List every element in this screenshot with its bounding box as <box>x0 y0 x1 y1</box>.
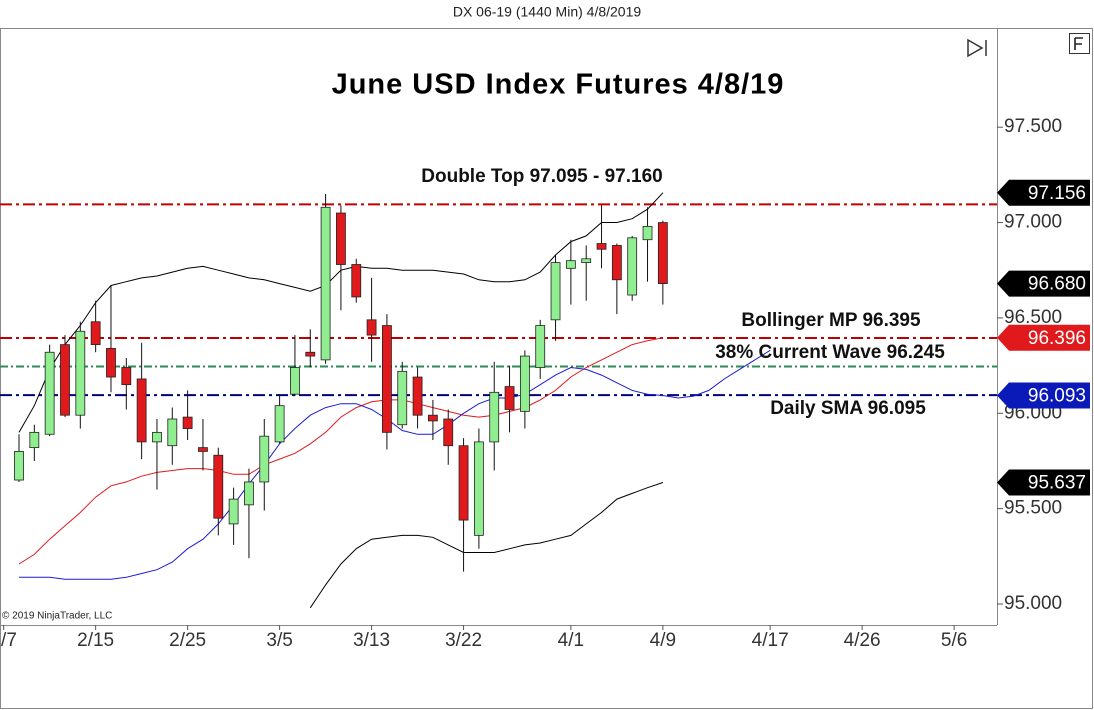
annotation: Double Top 97.095 - 97.160 <box>421 166 662 187</box>
price-marker-label: 96.093 <box>1028 386 1086 407</box>
candle-body <box>336 212 346 265</box>
candle-body <box>259 435 270 483</box>
candle-body <box>274 405 285 443</box>
price-marker: 96.093 <box>997 382 1090 409</box>
copyright: © 2019 NinjaTrader, LLC <box>2 611 112 622</box>
x-tick-label: 4/9 <box>650 630 676 651</box>
candle-body <box>29 431 40 449</box>
axes: 95.00095.50096.00096.50097.00097.5002/72… <box>0 116 1090 651</box>
price-marker: 96.680 <box>997 270 1090 297</box>
candle-body <box>397 370 408 426</box>
candle-body <box>535 325 546 368</box>
candle-body <box>519 355 530 412</box>
candle-body <box>473 441 484 536</box>
candle-body <box>382 325 392 433</box>
candle-body <box>489 391 500 443</box>
candle-body <box>60 344 70 416</box>
candle-body <box>106 348 116 378</box>
price-marker-label: 97.156 <box>1028 183 1086 204</box>
annotation: Bollinger MP 96.395 <box>741 310 921 331</box>
price-marker-box <box>997 324 1090 351</box>
candle-body <box>305 351 316 357</box>
x-tick-label: 3/13 <box>353 630 390 651</box>
price-marker: 97.156 <box>997 179 1090 206</box>
candle-body <box>152 431 162 443</box>
x-tick-label: 2/15 <box>77 630 114 651</box>
price-marker: 95.637 <box>997 469 1090 496</box>
header: DX 06-19 (1440 Min) 4/8/2019 <box>453 4 642 20</box>
price-marker-label: 95.637 <box>1028 473 1086 494</box>
candle-body <box>167 418 178 447</box>
candle-body <box>596 243 607 250</box>
candle-body <box>90 321 101 346</box>
candle-body <box>244 481 254 506</box>
candle-body <box>657 222 668 284</box>
price-marker-label: 96.680 <box>1028 274 1086 295</box>
x-tick-label: 4/17 <box>752 630 789 651</box>
y-tick-label: 95.500 <box>1004 498 1062 519</box>
candle-body <box>443 418 454 447</box>
x-tick-label: 4/1 <box>558 630 584 651</box>
annotation: 38% Current Wave 96.245 <box>715 342 945 363</box>
plot <box>0 192 997 609</box>
candle-body <box>121 367 132 386</box>
price-marker-box <box>997 179 1090 206</box>
candle-body <box>75 330 86 416</box>
chart-title: June USD Index Futures 4/8/19 <box>332 69 785 101</box>
y-tick-label: 97.000 <box>1004 212 1062 233</box>
x-tick-label: 5/6 <box>941 630 967 651</box>
candle-body <box>366 319 377 336</box>
candle-body <box>412 376 423 416</box>
price-marker-box <box>997 469 1090 496</box>
y-tick-label: 95.000 <box>1004 593 1062 614</box>
candle-body <box>136 378 147 443</box>
annotation: Daily SMA 96.095 <box>770 398 926 419</box>
x-tick-label: 3/22 <box>445 630 482 651</box>
x-tick-label: 2/25 <box>169 630 206 651</box>
play-icon <box>967 38 987 58</box>
x-tick-label: 3/5 <box>266 630 292 651</box>
y-tick-label: 96.500 <box>1004 307 1062 328</box>
price-marker-label: 96.396 <box>1028 328 1086 349</box>
frame <box>0 28 1093 709</box>
price-marker: 96.396 <box>997 324 1090 351</box>
candle-body <box>182 416 193 429</box>
candle-body <box>290 367 300 395</box>
candle-body <box>550 262 561 321</box>
candle-body <box>504 386 515 410</box>
x-tick-label: 4/26 <box>844 630 881 651</box>
indicator-line <box>18 337 663 565</box>
candle-body <box>320 206 331 361</box>
candle-body <box>581 258 592 264</box>
candle-body <box>14 451 24 481</box>
candle-body <box>44 351 55 435</box>
price-marker-box <box>997 270 1090 297</box>
candle-body <box>428 414 438 422</box>
y-tick-label: 97.500 <box>1004 116 1062 137</box>
indicator-line <box>19 349 771 580</box>
f-button[interactable] <box>1069 33 1090 54</box>
price-marker-box <box>997 382 1090 409</box>
candle-body <box>611 245 622 281</box>
candle-body <box>213 454 224 519</box>
candle-body <box>228 498 239 525</box>
x-tick-label: 2/7 <box>0 630 17 651</box>
candle-body <box>627 237 638 296</box>
candle-body <box>198 447 208 452</box>
candle-body <box>642 225 653 241</box>
indicator-line <box>309 482 664 609</box>
candle-body <box>458 445 469 521</box>
candle-body <box>351 264 362 298</box>
candle-body <box>565 260 576 269</box>
